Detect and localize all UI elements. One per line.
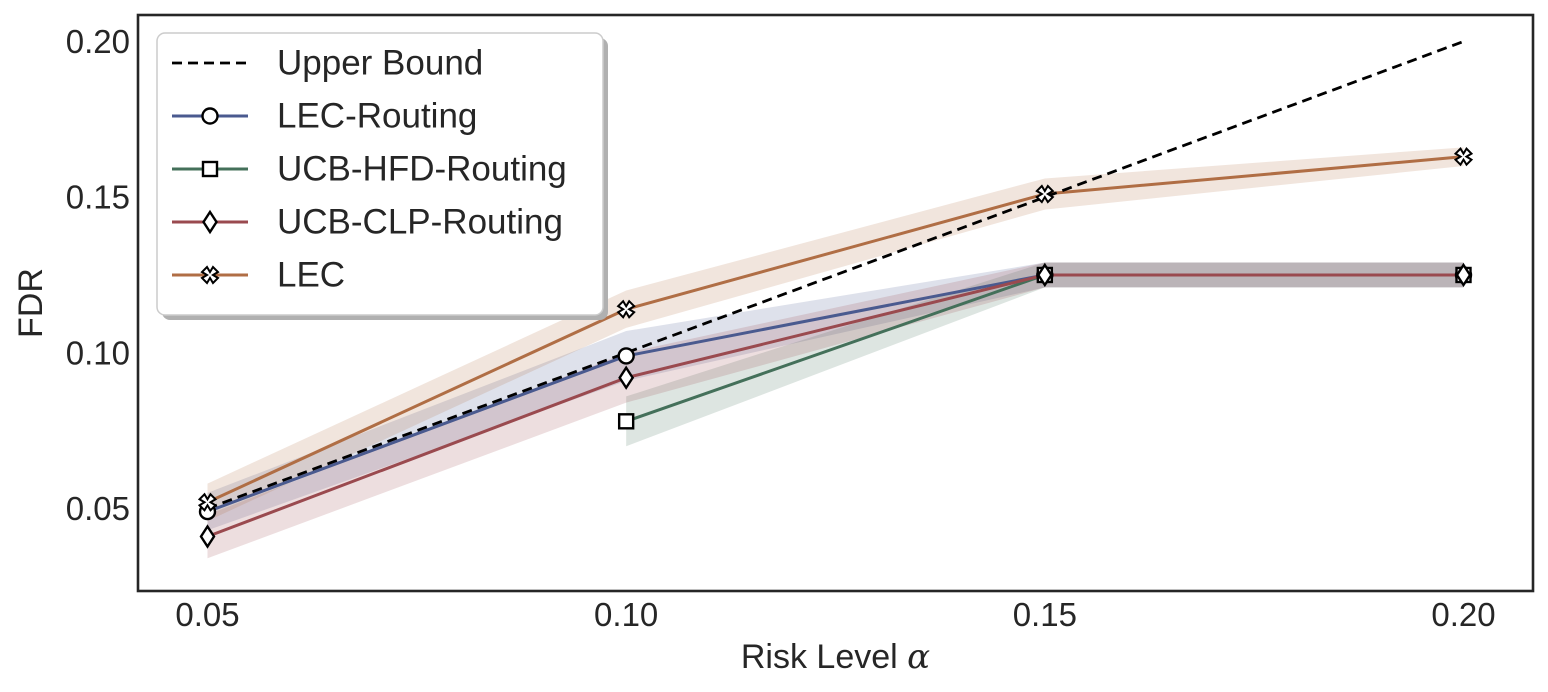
x-tick-label-0: 0.05 xyxy=(175,596,239,633)
legend-box xyxy=(156,32,604,316)
band-ucb-clp-routing xyxy=(207,262,1464,559)
plot-frame xyxy=(136,13,1535,593)
legend-marker-lec xyxy=(200,265,220,285)
marker-lec-3 xyxy=(1453,147,1474,167)
x-axis-label: Risk Level α xyxy=(741,637,930,677)
legend-label-lec-routing: LEC-Routing xyxy=(277,97,477,136)
x-tick-label-2: 0.15 xyxy=(1013,596,1077,633)
y-tick-label-1: 0.10 xyxy=(66,334,130,371)
x-axis-label-symbol: α xyxy=(907,637,930,677)
axes: 0.05 0.10 0.15 0.20 0.05 0.10 0.15 0.20 Risk Lev… xyxy=(12,13,1535,677)
marker-lec-1 xyxy=(616,299,636,319)
legend-marker-ucb-clp-routing xyxy=(202,209,218,235)
marker-ucb-clp-routing-0 xyxy=(199,524,216,549)
marker-lec-routing-1 xyxy=(617,347,635,365)
legend-label-ucb-hfd-routing: UCB-HFD-Routing xyxy=(277,150,567,189)
y-tick-label-3: 0.20 xyxy=(66,23,130,60)
marker-lec-0 xyxy=(197,492,218,512)
line-lec xyxy=(206,155,1464,504)
band-ucb-hfd-routing xyxy=(626,262,1464,447)
y-tick-label-0: 0.05 xyxy=(66,490,130,527)
marker-ucb-clp-routing-1 xyxy=(618,365,635,390)
marker-ucb-clp-routing-3 xyxy=(1455,262,1472,288)
marker-ucb-hfd-routing-0 xyxy=(617,413,635,430)
legend-marker-ucb-hfd-routing xyxy=(201,160,219,178)
marker-lec-2 xyxy=(1035,184,1055,204)
marker-ucb-clp-routing-2 xyxy=(1036,262,1053,288)
legend-label-lec: LEC xyxy=(277,256,345,295)
legend-marker-lec-routing xyxy=(201,107,219,125)
y-axis-label: FDR xyxy=(12,268,50,338)
legend: Upper Bound LEC-Routing UCB-HFD-Routing UCB… xyxy=(156,32,608,320)
x-tick-label-1: 0.10 xyxy=(594,596,658,633)
legend-label-upper-bound: Upper Bound xyxy=(277,44,483,83)
legend-label-ucb-clp-routing: UCB-CLP-Routing xyxy=(277,203,563,242)
y-tick-label-2: 0.15 xyxy=(66,179,130,216)
line-ucb-clp-routing xyxy=(206,273,1464,538)
x-tick-label-3: 0.20 xyxy=(1431,596,1495,633)
series-markers xyxy=(197,147,1474,549)
